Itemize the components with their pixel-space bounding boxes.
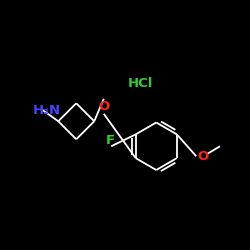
Text: O: O xyxy=(98,100,110,113)
Text: F: F xyxy=(106,134,114,146)
Text: H₂N: H₂N xyxy=(32,104,60,117)
Text: HCl: HCl xyxy=(128,77,153,90)
Text: O: O xyxy=(197,150,208,163)
